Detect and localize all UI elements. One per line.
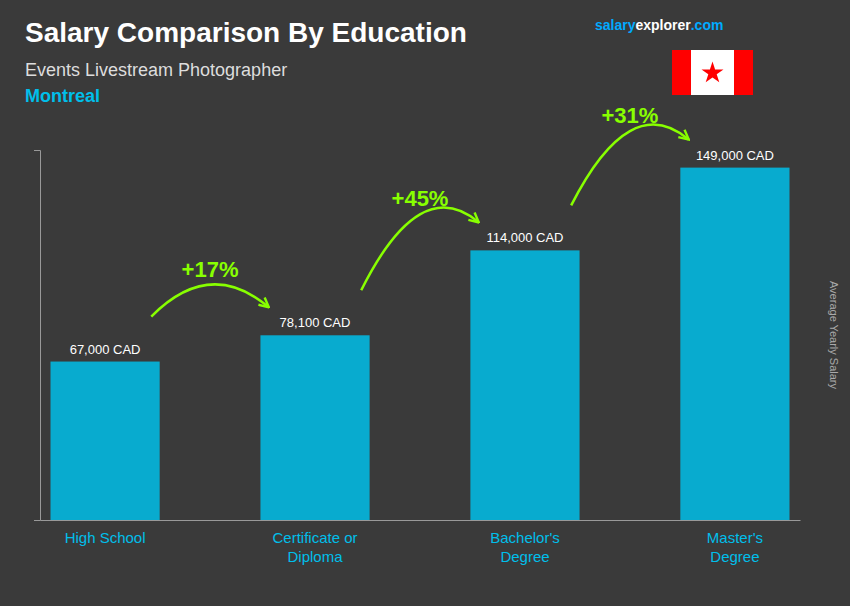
x-tick-label: Certificate or Diploma <box>273 529 358 566</box>
change-label: +31% <box>601 103 658 128</box>
bar <box>50 362 159 520</box>
flag-leaf <box>702 61 724 82</box>
x-tick-label-line: High School <box>65 529 146 546</box>
y-axis-title: Average Yearly Salary <box>828 281 840 390</box>
x-tick: Master's Degree <box>707 529 763 566</box>
data-label: 67,000 CAD <box>70 342 141 357</box>
flag-field <box>672 50 753 95</box>
bar <box>470 250 579 520</box>
title: Salary Comparison By Education <box>25 17 467 48</box>
x-tick-label-line: Bachelor's <box>490 529 560 546</box>
subtitle: Events Livestream Photographer <box>25 60 287 80</box>
y-axis <box>34 151 41 521</box>
x-axis: High School Certificate or Diploma Bachelor… <box>41 521 801 566</box>
flag <box>672 50 753 95</box>
annotation: Montreal <box>25 86 100 106</box>
brand-text: explorer <box>635 17 691 33</box>
data-label: 114,000 CAD <box>486 230 563 245</box>
x-tick: Certificate or Diploma <box>273 529 358 566</box>
change-arrow <box>361 208 479 291</box>
flag-band <box>734 50 753 95</box>
brand-text: .com <box>691 17 724 33</box>
bar <box>260 335 369 520</box>
change-arrows: +17% +45% +31% <box>151 103 688 316</box>
x-tick-label-line: Degree <box>710 548 759 565</box>
x-axis-line <box>41 520 801 521</box>
x-tick-label-line: Degree <box>500 548 549 565</box>
x-tick-label-line: Master's <box>707 529 763 546</box>
change-arrow <box>571 125 689 206</box>
change-label: +45% <box>392 186 449 211</box>
brand-text: salary <box>595 17 636 33</box>
x-tick-label-line: Certificate or <box>273 529 358 546</box>
y-axis-line <box>34 151 41 521</box>
x-tick-label-line: Diploma <box>288 548 344 565</box>
change-label: +17% <box>182 257 239 282</box>
x-tick-label: High School <box>65 529 146 546</box>
data-label: 78,100 CAD <box>280 315 351 330</box>
data-labels: 67,000 CAD 78,100 CAD 114,000 CAD 149,000 C… <box>70 148 774 357</box>
x-tick: Bachelor's Degree <box>490 529 560 566</box>
x-tick-label: Master's Degree <box>707 529 763 566</box>
bars <box>50 168 789 520</box>
x-tick: High School <box>65 529 146 546</box>
flag-band <box>672 50 691 95</box>
bar <box>680 168 789 520</box>
x-tick-label: Bachelor's Degree <box>490 529 560 566</box>
change-arrow <box>151 284 269 316</box>
chart: Salary Comparison By Education Events Liv… <box>0 0 850 606</box>
data-label: 149,000 CAD <box>696 148 774 163</box>
